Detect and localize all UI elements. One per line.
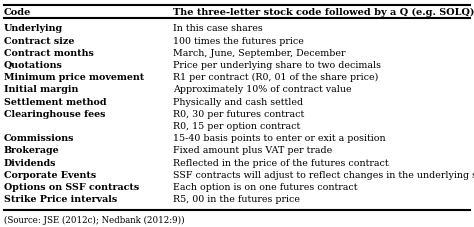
Text: 100 times the futures price: 100 times the futures price (173, 37, 304, 45)
Text: Each option is on one futures contract: Each option is on one futures contract (173, 182, 357, 191)
Text: The three-letter stock code followed by a Q (e.g. SOLQ): The three-letter stock code followed by … (173, 8, 474, 17)
Text: Clearinghouse fees: Clearinghouse fees (4, 109, 105, 118)
Text: Initial margin: Initial margin (4, 85, 78, 94)
Text: R1 per contract (R0, 01 of the share price): R1 per contract (R0, 01 of the share pri… (173, 73, 378, 82)
Text: Brokerage: Brokerage (4, 146, 59, 155)
Text: Reflected in the price of the futures contract: Reflected in the price of the futures co… (173, 158, 389, 167)
Text: In this case shares: In this case shares (173, 24, 263, 33)
Text: R0, 30 per futures contract: R0, 30 per futures contract (173, 109, 304, 118)
Text: Settlement method: Settlement method (4, 97, 106, 106)
Text: Approximately 10% of contract value: Approximately 10% of contract value (173, 85, 352, 94)
Text: Fixed amount plus VAT per trade: Fixed amount plus VAT per trade (173, 146, 332, 155)
Text: Dividends: Dividends (4, 158, 56, 167)
Text: Quotations: Quotations (4, 61, 63, 70)
Text: SSF contracts will adjust to reflect changes in the underlying shares: SSF contracts will adjust to reflect cha… (173, 170, 474, 179)
Text: Options on SSF contracts: Options on SSF contracts (4, 182, 139, 191)
Text: Code: Code (4, 8, 31, 17)
Text: March, June, September, December: March, June, September, December (173, 49, 346, 57)
Text: R0, 15 per option contract: R0, 15 per option contract (173, 121, 300, 130)
Text: Commissions: Commissions (4, 134, 74, 143)
Text: R5, 00 in the futures price: R5, 00 in the futures price (173, 194, 300, 203)
Text: 15-40 basis points to enter or exit a position: 15-40 basis points to enter or exit a po… (173, 134, 386, 143)
Text: Underlying: Underlying (4, 24, 63, 33)
Text: Contract months: Contract months (4, 49, 94, 57)
Text: Price per underlying share to two decimals: Price per underlying share to two decima… (173, 61, 381, 70)
Text: Corporate Events: Corporate Events (4, 170, 96, 179)
Text: Contract size: Contract size (4, 37, 74, 45)
Text: (Source: JSE (2012c); Nedbank (2012:9)): (Source: JSE (2012c); Nedbank (2012:9)) (4, 215, 184, 224)
Text: Minimum price movement: Minimum price movement (4, 73, 144, 82)
Text: Strike Price intervals: Strike Price intervals (4, 194, 117, 203)
Text: Physically and cash settled: Physically and cash settled (173, 97, 303, 106)
